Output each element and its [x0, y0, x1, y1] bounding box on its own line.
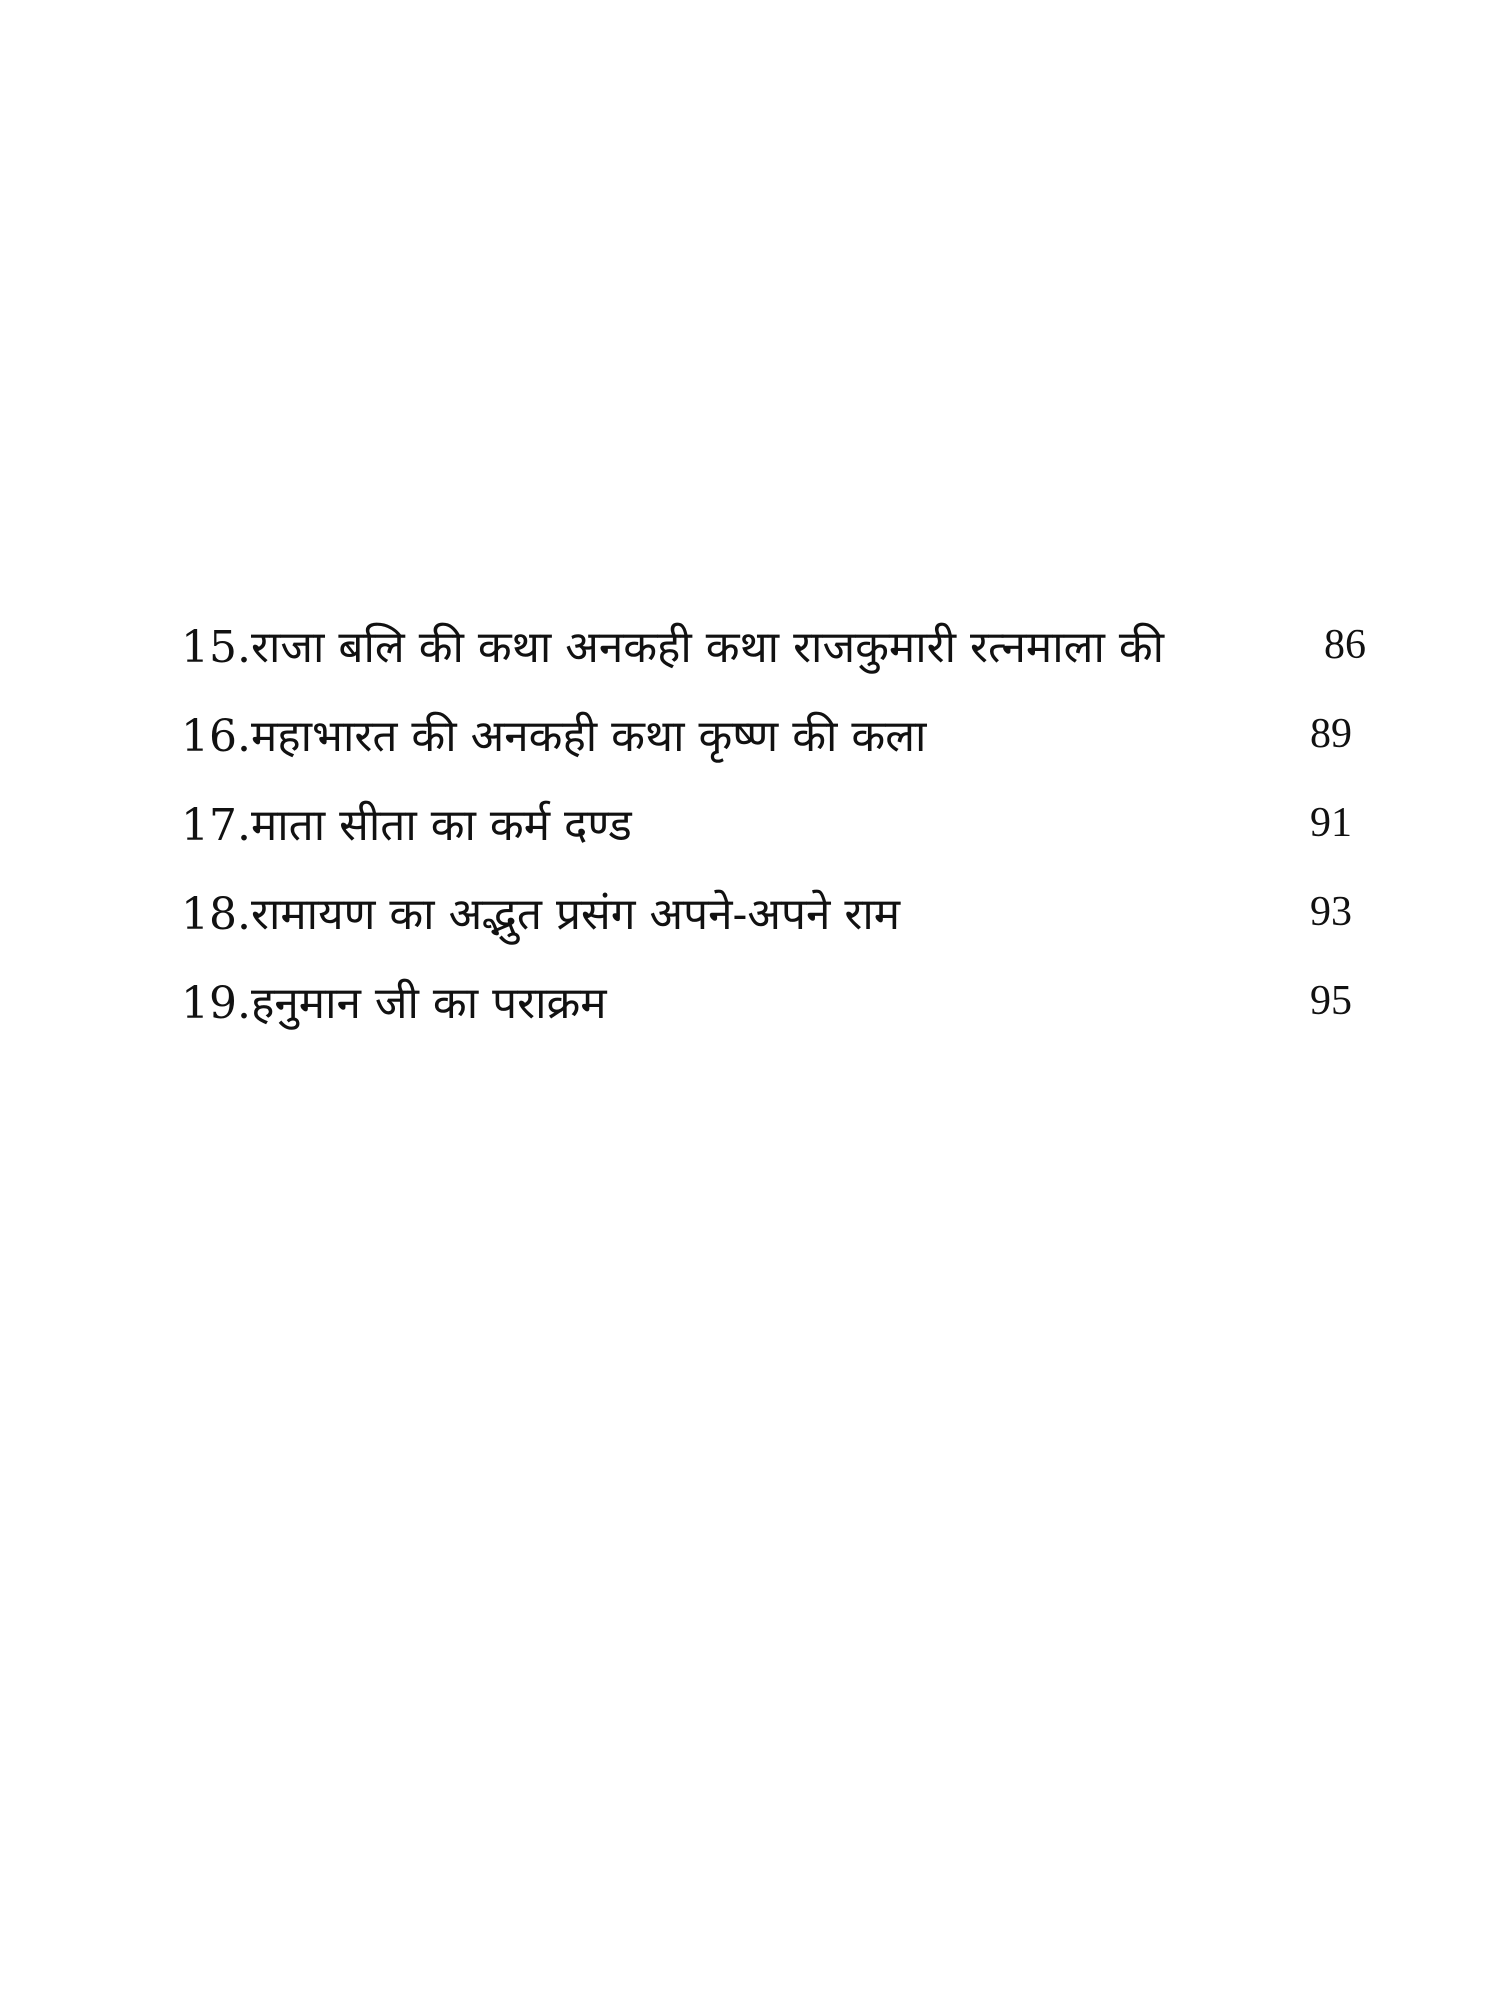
toc-entry-page: 89 — [1310, 710, 1352, 757]
toc-entry-title: 18.रामायण का अद्भुत प्रसंग अपने-अपने राम — [181, 888, 901, 940]
toc-entry-title: 16.महाभारत की अनकही कथा कृष्ण की कला — [181, 710, 927, 762]
toc-entry: 17.माता सीता का कर्म दण्ड 91 — [181, 778, 1366, 867]
toc-entry-page: 95 — [1310, 977, 1352, 1024]
toc-entry: 19.हनुमान जी का पराक्रम 95 — [181, 956, 1366, 1045]
toc-entry-page: 86 — [1324, 621, 1366, 668]
toc-entry-page: 91 — [1310, 799, 1352, 846]
toc-entry-title: 19.हनुमान जी का पराक्रम — [181, 977, 607, 1029]
toc-entry: 18.रामायण का अद्भुत प्रसंग अपने-अपने राम… — [181, 867, 1366, 956]
toc-entry: 15.राजा बलि की कथा अनकही कथा राजकुमारी र… — [181, 600, 1366, 689]
table-of-contents: 15.राजा बलि की कथा अनकही कथा राजकुमारी र… — [181, 600, 1366, 1045]
toc-entry-title: 17.माता सीता का कर्म दण्ड — [181, 799, 632, 851]
toc-entry: 16.महाभारत की अनकही कथा कृष्ण की कला 89 — [181, 689, 1366, 778]
toc-entry-page: 93 — [1310, 888, 1352, 935]
toc-entry-title: 15.राजा बलि की कथा अनकही कथा राजकुमारी र… — [181, 621, 1165, 673]
